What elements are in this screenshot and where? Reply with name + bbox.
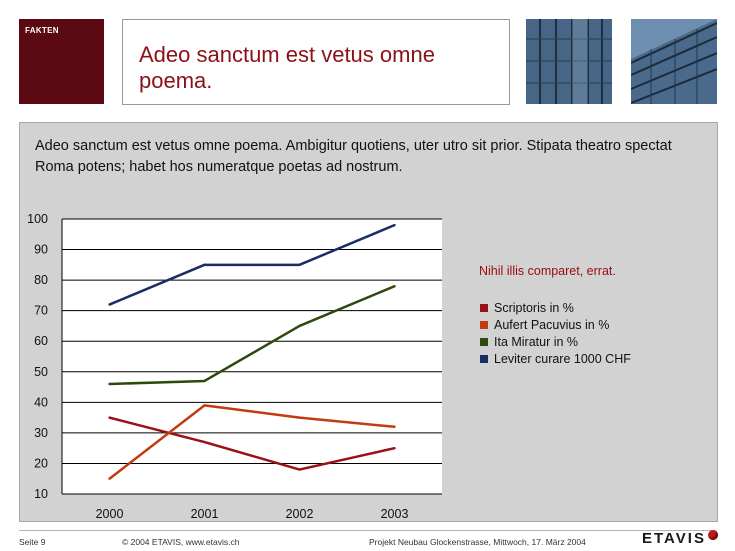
legend-label: Scriptoris in % [494,300,574,315]
page-number: Seite 9 [19,537,46,547]
x-tick-label: 2001 [191,507,219,521]
legend-item: Ita Miratur in % [480,333,631,350]
content-panel: Adeo sanctum est vetus omne poema. Ambig… [19,122,718,522]
data-point [393,285,396,288]
data-point [393,223,396,227]
etavis-logo: ETAVIS [642,529,718,547]
building-photo [526,19,612,104]
y-tick-label: 10 [34,487,48,501]
copyright-text: © 2004 ETAVIS, www.etavis.ch [122,537,240,547]
logo-dot-icon [707,529,718,540]
series-line [109,223,395,306]
y-tick-label: 80 [34,273,48,287]
legend-item: Leviter curare 1000 CHF [480,350,631,367]
data-point [203,404,206,407]
x-tick-label: 2003 [381,507,409,521]
legend-swatch [480,354,488,363]
y-tick-label: 20 [34,456,48,470]
legend-label: Leviter curare 1000 CHF [494,351,631,366]
data-point [393,425,396,428]
data-point [298,416,301,419]
plot-area [62,219,442,494]
y-tick-label: 100 [27,212,48,226]
data-point [298,263,301,267]
series-line [109,285,395,386]
logo-text: ETAVIS [642,530,706,547]
legend-title: Nihil illis comparet, errat. [479,264,616,278]
data-point [298,468,301,471]
section-label: FAKTEN [25,26,59,35]
y-tick-label: 40 [34,395,48,409]
chart-legend: Scriptoris in % Aufert Pacuvius in % Ita M… [480,299,631,367]
legend-swatch [480,337,488,346]
legend-item: Scriptoris in % [480,299,631,316]
series-line [109,416,395,471]
legend-swatch [480,303,488,312]
intro-paragraph: Adeo sanctum est vetus omne poema. Ambig… [35,138,672,175]
footer-divider [19,530,716,531]
y-tick-label: 60 [34,334,48,348]
project-info: Projekt Neubau Glockenstrasse, Mittwoch,… [369,537,586,547]
y-tick-label: 90 [34,243,48,257]
data-point [298,324,301,328]
section-tag: FAKTEN [19,19,104,104]
data-point [108,416,111,419]
data-point [203,263,206,267]
y-tick-label: 30 [34,426,48,440]
facade-photo [631,19,717,104]
data-point [108,303,111,306]
legend-swatch [480,320,488,329]
data-point [203,379,206,383]
x-tick-label: 2000 [96,507,124,521]
title-box: Adeo sanctum est vetus omne poema. [122,19,510,105]
legend-label: Ita Miratur in % [494,334,579,349]
y-tick-label: 50 [34,365,48,379]
data-point [108,382,111,386]
data-point [203,440,206,444]
data-point [393,446,396,450]
series-line [108,404,395,480]
line-chart: 10 20 30 40 50 60 70 80 90 100 2000 2001 2002 2003 [27,212,442,521]
legend-label: Aufert Pacuvius in % [494,317,610,332]
y-tick-label: 70 [34,304,48,318]
page-title: Adeo sanctum est vetus omne poema. [139,42,435,93]
legend-item: Aufert Pacuvius in % [480,316,631,333]
x-tick-label: 2002 [286,507,314,521]
data-point [108,477,111,480]
